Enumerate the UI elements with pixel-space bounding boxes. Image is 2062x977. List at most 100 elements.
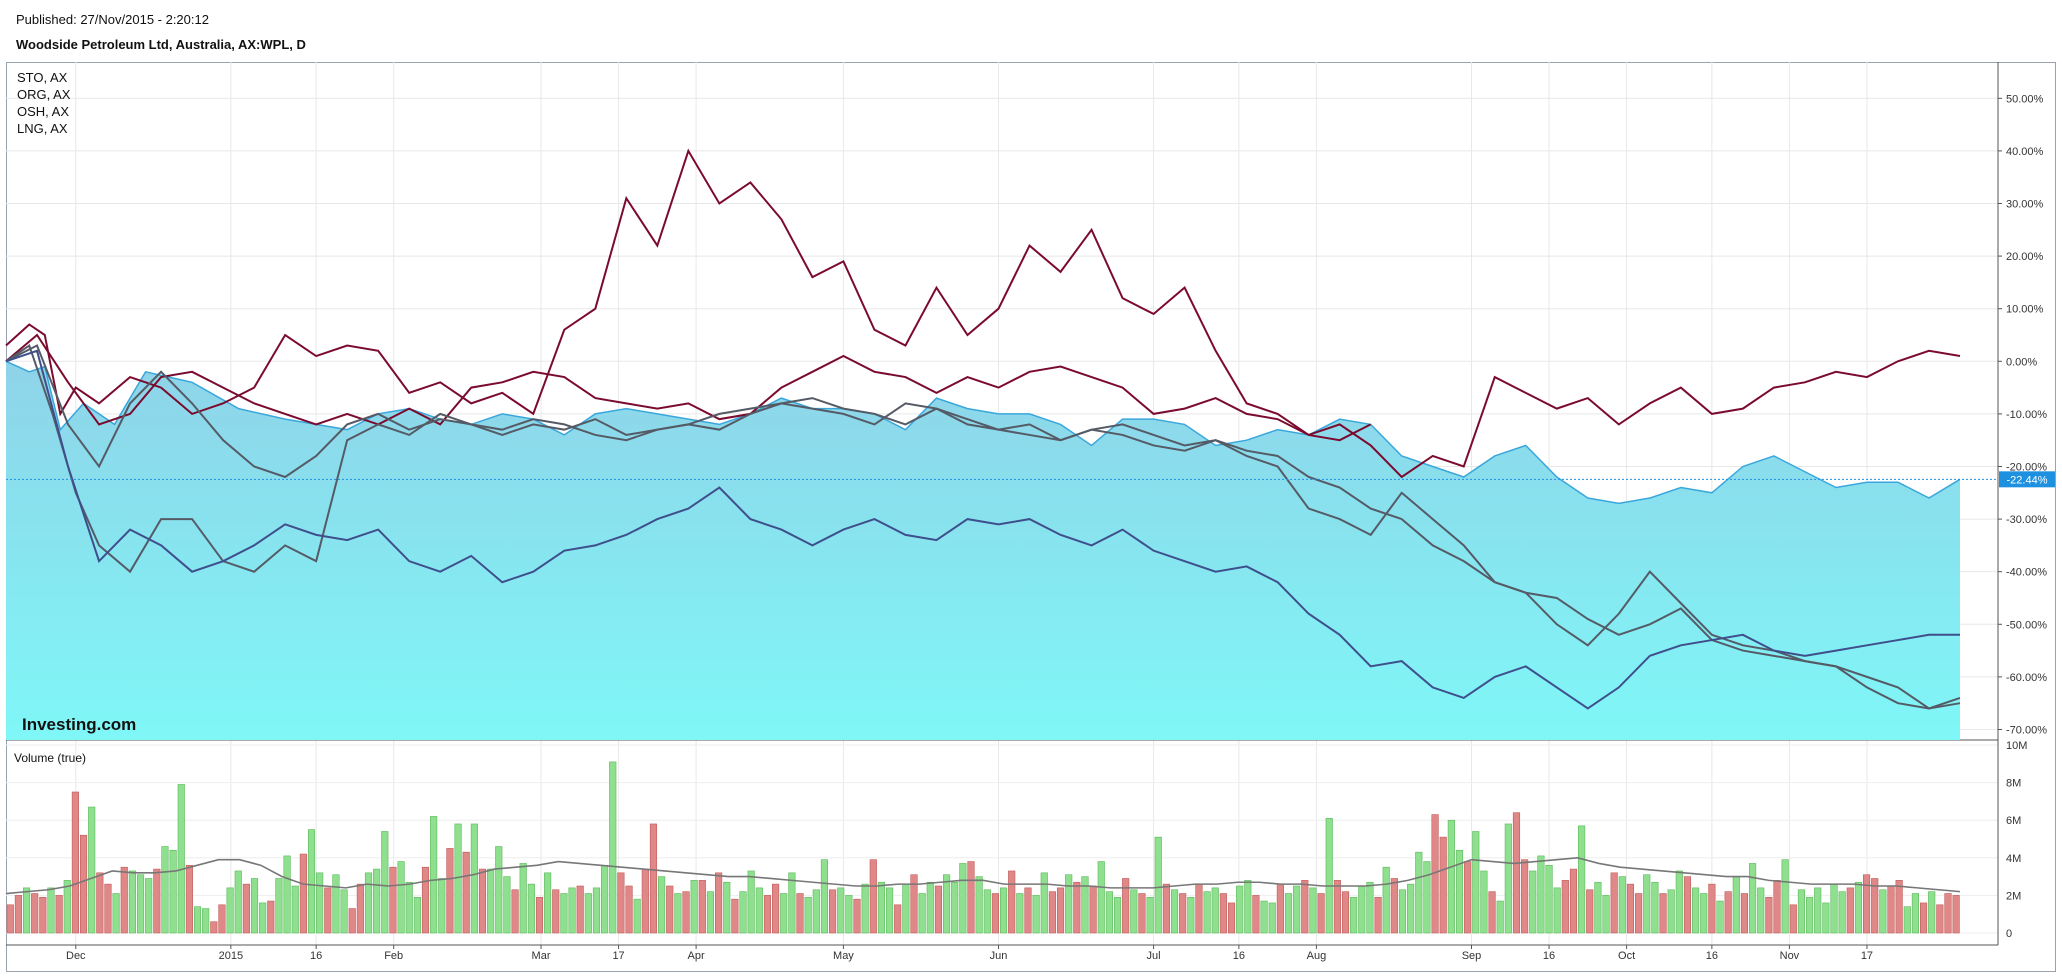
comparison-series-line-1 — [5, 148, 1961, 479]
volume-bar — [1040, 872, 1048, 934]
x-tick-label: 17 — [1861, 950, 1873, 962]
x-tick-label: May — [833, 950, 854, 962]
volume-bar — [421, 866, 430, 934]
y-tick-label: 30.00% — [2006, 198, 2044, 210]
volume-bar — [413, 896, 421, 934]
volume-bar — [820, 859, 829, 934]
volume-bar — [1618, 876, 1626, 934]
volume-bar — [1569, 868, 1578, 934]
volume-bar — [397, 861, 405, 934]
volume-bar — [552, 889, 560, 934]
x-tick-label: Oct — [1618, 950, 1635, 962]
volume-bar — [1789, 904, 1797, 934]
volume-bar — [1097, 861, 1105, 934]
volume-bar — [430, 816, 438, 934]
y-tick-label: 0.00% — [2006, 356, 2037, 368]
volume-bar — [1382, 866, 1390, 934]
volume-bar — [1341, 891, 1350, 934]
volume-bar — [1830, 883, 1838, 934]
volume-bar — [234, 870, 242, 934]
volume-bar — [1195, 883, 1203, 934]
volume-bar — [991, 893, 999, 934]
time-x-axis: Dec 2015 16 Feb Mar 17 Apr May Jun Jul 16 Aug Sep 16 O… — [66, 945, 1873, 962]
volume-bar — [1390, 878, 1398, 934]
volume-bar — [503, 876, 511, 934]
volume-bar — [641, 868, 649, 934]
volume-bar — [1480, 870, 1488, 934]
volume-bar — [1732, 876, 1740, 934]
volume-y-tick-label: 8M — [2006, 778, 2021, 790]
chart-title: Woodside Petroleum Ltd, Australia, AX:WP… — [16, 37, 306, 52]
volume-bar — [63, 880, 71, 934]
volume-bar — [316, 872, 324, 934]
volume-bar — [405, 881, 413, 934]
volume-y-tick-label: 2M — [2006, 890, 2021, 902]
volume-bar — [1398, 889, 1407, 934]
volume-bar — [1814, 887, 1822, 934]
volume-bar — [104, 883, 112, 934]
volume-bar — [1211, 887, 1219, 934]
volume-bar — [535, 896, 544, 934]
volume-bar — [1105, 891, 1113, 934]
volume-y-tick-label: 4M — [2006, 853, 2021, 865]
misc-labels: -22.44% Investing.com — [6, 471, 2055, 734]
volume-bar — [177, 784, 185, 934]
y-tick-label: 10.00% — [2006, 304, 2044, 316]
volume-bar — [674, 893, 682, 934]
volume-bar — [1692, 887, 1700, 934]
volume-bar — [723, 881, 731, 934]
volume-bar — [1236, 885, 1244, 934]
volume-bar — [1423, 861, 1431, 934]
y-tick-label: -30.00% — [2006, 514, 2047, 526]
volume-bar — [1545, 865, 1553, 934]
volume-bar — [210, 921, 218, 934]
volume-bar — [1113, 896, 1122, 934]
volume-bar — [918, 893, 926, 934]
volume-bar — [1553, 887, 1561, 934]
volume-bar — [845, 895, 853, 934]
volume-bar — [1521, 859, 1529, 934]
price-y-axis: 50.00% 40.00% 30.00% 20.00% 10.00% 0.00% -10.0… — [1998, 93, 2047, 736]
volume-bar — [666, 885, 674, 934]
volume-bar — [1846, 887, 1854, 934]
volume-bar — [601, 865, 609, 934]
volume-bar — [1773, 880, 1781, 934]
wpl-area-line — [5, 360, 1961, 505]
volume-bar — [6, 904, 14, 934]
volume-bar — [250, 878, 259, 934]
volume-bar — [470, 823, 478, 934]
volume-bar — [381, 831, 389, 934]
volume-panel: 10M 8M 6M 4M 2M 0 Volume (true) — [5, 740, 2027, 940]
comparison-series-line-4 — [5, 344, 1961, 710]
volume-bar — [1407, 883, 1415, 934]
volume-bar — [1350, 896, 1358, 934]
volume-bar — [389, 866, 397, 934]
volume-bar — [1643, 874, 1651, 934]
volume-bar — [1504, 823, 1512, 934]
volume-bar — [169, 849, 177, 934]
volume-bar — [796, 893, 804, 934]
volume-bar — [885, 887, 894, 934]
volume-bar — [1871, 878, 1879, 934]
volume-bar — [1936, 904, 1944, 934]
volume-bar — [226, 887, 234, 934]
volume-bar — [356, 883, 364, 934]
volume-bar — [1056, 887, 1065, 934]
x-tick-label: Jun — [990, 950, 1008, 962]
volume-bar — [364, 872, 373, 934]
volume-bar — [1162, 883, 1170, 934]
volume-bar — [869, 859, 877, 934]
volume-bar — [1659, 893, 1667, 934]
volume-bar — [1048, 891, 1056, 934]
y-tick-label: -40.00% — [2006, 567, 2047, 579]
volume-bar — [1757, 887, 1765, 934]
x-tick-label: Nov — [1780, 950, 1800, 962]
volume-bar — [706, 891, 715, 934]
x-tick-label: Sep — [1462, 950, 1482, 962]
volume-bar — [1317, 893, 1325, 934]
legend-entry: ORG, AX — [17, 87, 71, 102]
volume-bar — [161, 846, 169, 934]
volume-bar — [1822, 902, 1830, 934]
volume-bar — [1838, 891, 1846, 934]
volume-bar — [576, 885, 584, 934]
